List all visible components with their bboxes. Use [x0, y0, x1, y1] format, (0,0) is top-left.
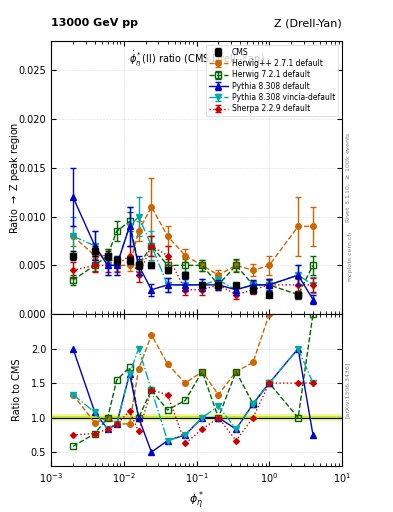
- Text: Z (Drell-Yan): Z (Drell-Yan): [274, 18, 342, 28]
- Y-axis label: Ratio $\rightarrow$ Z peak region: Ratio $\rightarrow$ Z peak region: [8, 121, 22, 233]
- Text: $\dot{\phi}^*_\eta$(ll) ratio (CMS Drell--Yan): $\dot{\phi}^*_\eta$(ll) ratio (CMS Drell…: [129, 49, 264, 68]
- X-axis label: $\phi^*_\eta$: $\phi^*_\eta$: [189, 490, 204, 512]
- Text: mcplots.cern.ch: mcplots.cern.ch: [347, 231, 352, 281]
- Text: Rivet 3.1.10, $\geq$ 100k events: Rivet 3.1.10, $\geq$ 100k events: [345, 132, 352, 223]
- Y-axis label: Ratio to CMS: Ratio to CMS: [12, 359, 22, 421]
- Bar: [51, 414, 342, 421]
- Text: 13000 GeV pp: 13000 GeV pp: [51, 18, 138, 28]
- Bar: [51, 416, 342, 419]
- Text: [arXiv:1306.3436]: [arXiv:1306.3436]: [345, 362, 350, 418]
- Legend: CMS, Herwig++ 2.7.1 default, Herwig 7.2.1 default, Pythia 8.308 default, Pythia : CMS, Herwig++ 2.7.1 default, Herwig 7.2.…: [206, 45, 338, 116]
